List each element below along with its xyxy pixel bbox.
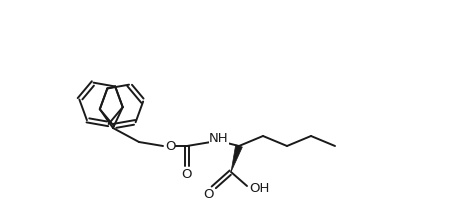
Text: OH: OH [249, 182, 269, 194]
Polygon shape [231, 145, 243, 172]
Text: O: O [204, 188, 214, 202]
Text: NH: NH [209, 132, 229, 146]
Text: O: O [165, 140, 175, 152]
Text: O: O [182, 167, 192, 181]
